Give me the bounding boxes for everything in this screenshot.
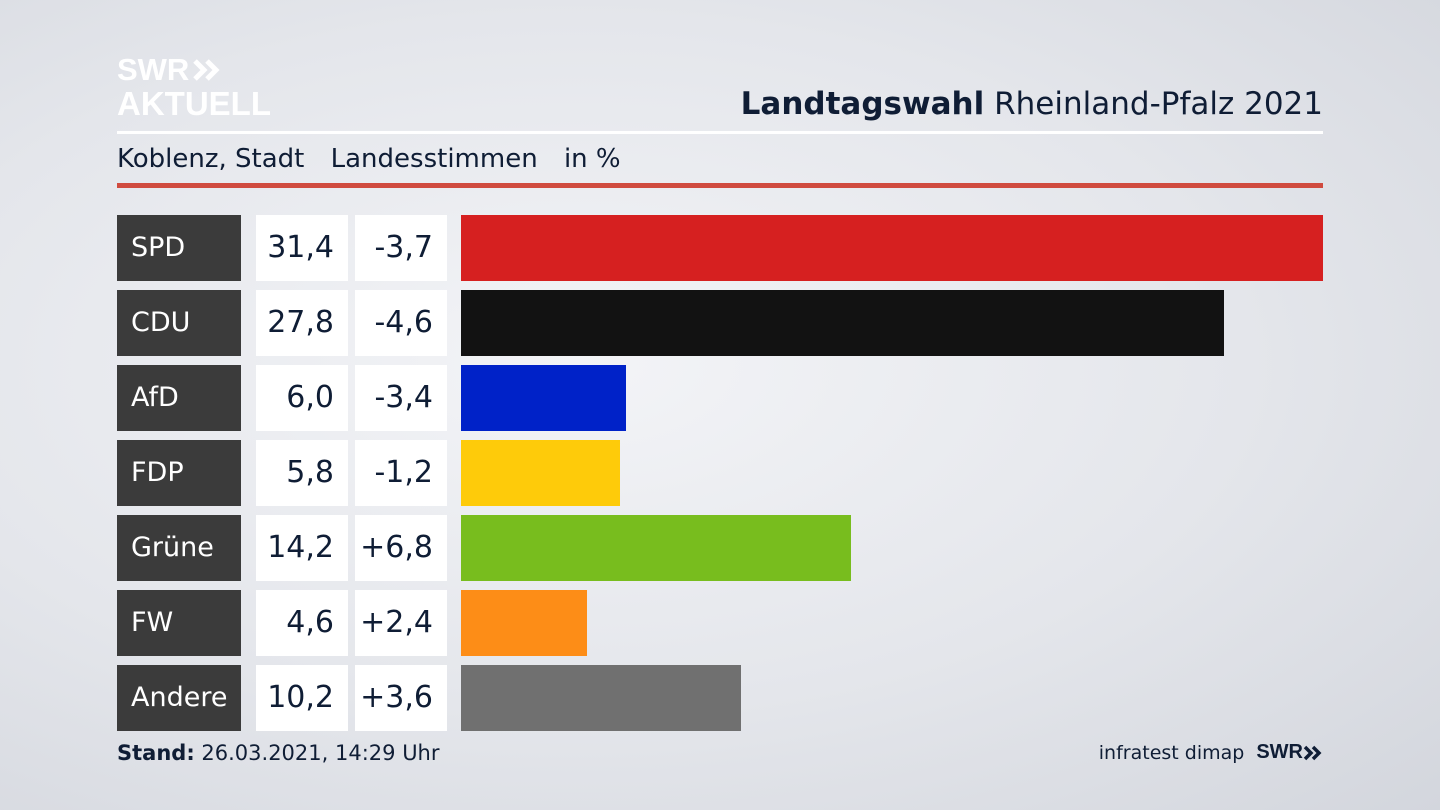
vote-change-value: +3,6 <box>355 665 447 731</box>
region-label: Koblenz, Stadt <box>117 144 305 174</box>
party-label: AfD <box>117 365 241 431</box>
result-bar <box>461 290 1224 356</box>
party-label: Grüne <box>117 515 241 581</box>
party-label: FW <box>117 590 241 656</box>
vote-share-value: 31,4 <box>256 215 348 281</box>
result-row: Andere 10,2 +3,6 <box>117 665 1323 731</box>
vote-share-value: 4,6 <box>256 590 348 656</box>
result-row: Grüne 14,2 +6,8 <box>117 515 1323 581</box>
vote-share-value: 5,8 <box>256 440 348 506</box>
vote-type-label: Landesstimmen <box>330 144 538 174</box>
vote-change-value: -3,7 <box>355 215 447 281</box>
result-row: SPD 31,4 -3,7 <box>117 215 1323 281</box>
small-double-chevron-icon <box>1303 745 1322 760</box>
double-chevron-icon <box>193 58 220 81</box>
source-label: infratest dimap <box>1098 741 1245 764</box>
timestamp: Stand: 26.03.2021, 14:29 Uhr <box>117 741 440 765</box>
title-bold: Landtagswahl <box>740 86 985 122</box>
result-bar <box>461 590 587 656</box>
result-bar <box>461 215 1323 281</box>
logo-aktuell-text: AKTUELL <box>117 85 271 122</box>
title-rest: Rheinland-Pfalz 2021 <box>994 86 1323 122</box>
subtitle: Koblenz, Stadt Landesstimmen in % <box>117 144 639 174</box>
page-title: Landtagswahl Rheinland-Pfalz 2021 <box>741 86 1323 122</box>
header-divider <box>117 131 1323 134</box>
stand-label: Stand: <box>117 741 195 765</box>
vote-share-value: 10,2 <box>256 665 348 731</box>
result-row: AfD 6,0 -3,4 <box>117 365 1323 431</box>
vote-change-value: -1,2 <box>355 440 447 506</box>
vote-share-value: 27,8 <box>256 290 348 356</box>
party-label: Andere <box>117 665 241 731</box>
vote-change-value: -3,4 <box>355 365 447 431</box>
logo-swr-text: SWR <box>117 52 190 87</box>
result-row: FW 4,6 +2,4 <box>117 590 1323 656</box>
swr-brand-text: SWR <box>1256 741 1303 763</box>
party-label: CDU <box>117 290 241 356</box>
vote-change-value: +6,8 <box>355 515 447 581</box>
accent-divider <box>117 183 1323 188</box>
swr-aktuell-logo: SWR AKTUELL <box>117 54 271 120</box>
result-bar <box>461 440 620 506</box>
unit-label: in % <box>563 144 621 174</box>
result-bar <box>461 365 626 431</box>
party-label: SPD <box>117 215 241 281</box>
result-bar <box>461 515 851 581</box>
vote-change-value: +2,4 <box>355 590 447 656</box>
party-label: FDP <box>117 440 241 506</box>
vote-share-value: 14,2 <box>256 515 348 581</box>
result-row: FDP 5,8 -1,2 <box>117 440 1323 506</box>
vote-change-value: -4,6 <box>355 290 447 356</box>
source-credit: infratest dimap SWR <box>1099 741 1323 764</box>
stand-value: 26.03.2021, 14:29 Uhr <box>201 741 440 765</box>
result-row: CDU 27,8 -4,6 <box>117 290 1323 356</box>
result-bar <box>461 665 741 731</box>
vote-share-value: 6,0 <box>256 365 348 431</box>
swr-brand: SWR <box>1256 741 1323 764</box>
